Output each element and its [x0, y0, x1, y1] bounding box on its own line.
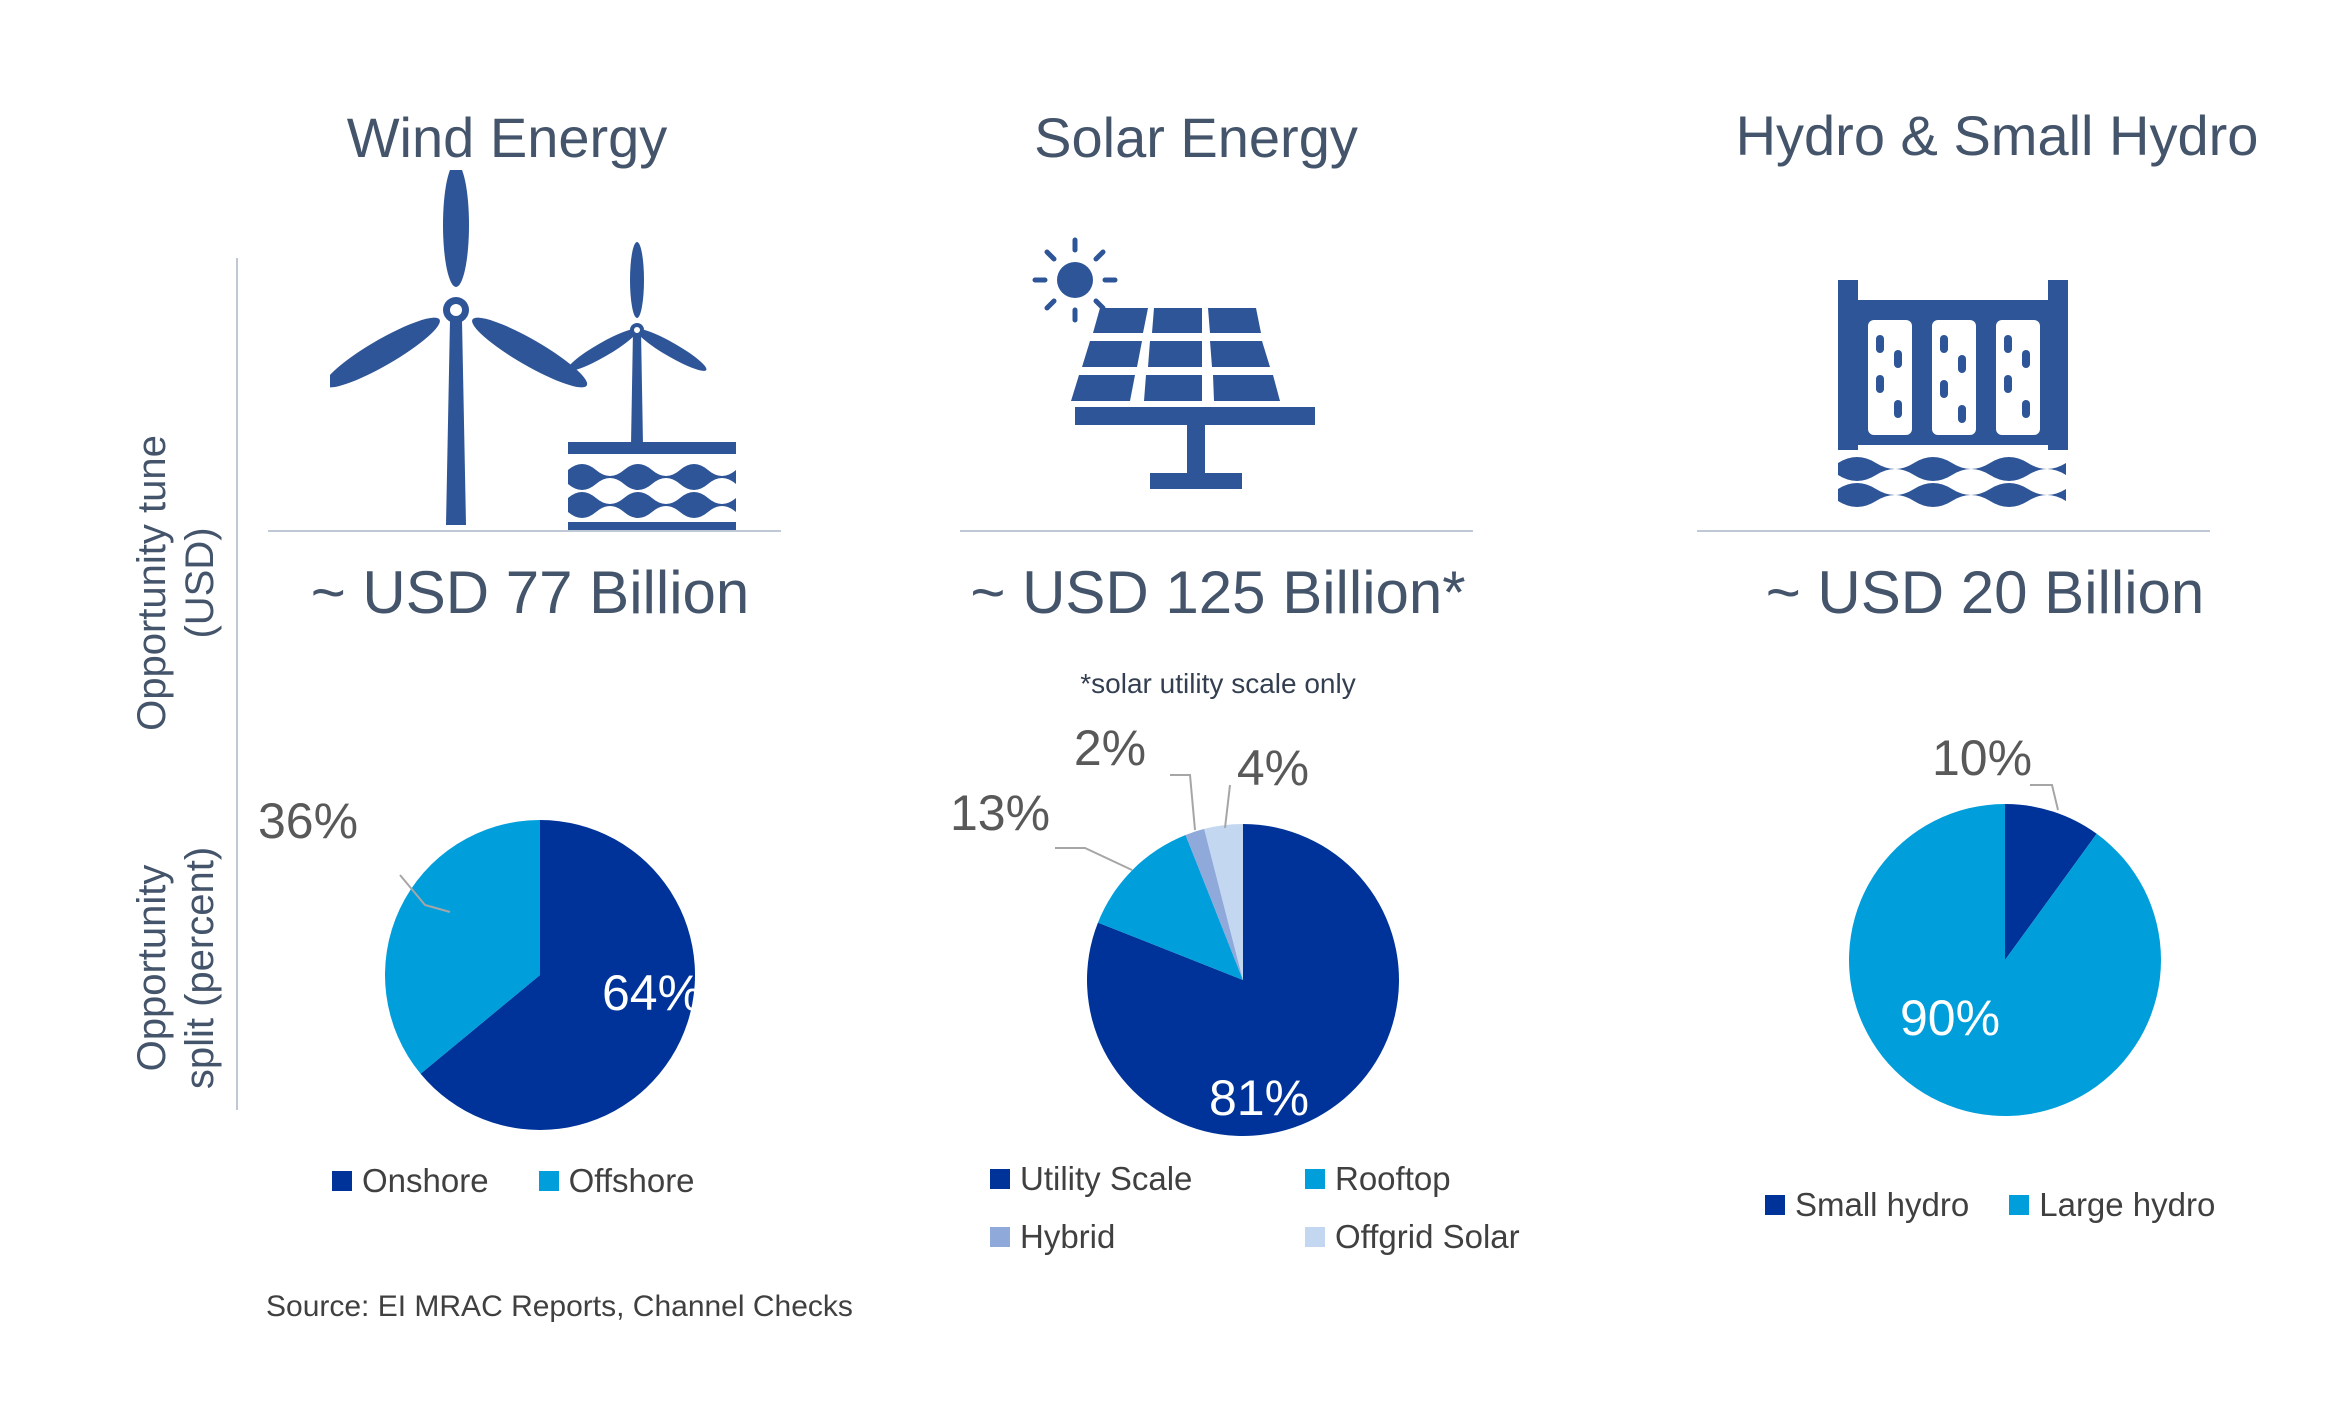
data-label-onshore: 64%	[602, 965, 702, 1021]
split-label-line1: Opportunity	[130, 864, 174, 1072]
legend-label-hybrid: Hybrid	[1020, 1218, 1116, 1255]
hydro-legend: Small hydro Large hydro	[1765, 1186, 2215, 1224]
legend-swatch-onshore	[332, 1171, 352, 1191]
leader-line-hybrid	[1170, 774, 1196, 831]
legend-swatch-small-hydro	[1765, 1195, 1785, 1215]
data-label-large-hydro: 90%	[1900, 990, 2000, 1046]
source-note: Source: EI MRAC Reports, Channel Checks	[266, 1290, 853, 1323]
pie-slice-hybrid	[1185, 828, 1243, 980]
data-label-small-hydro: 10%	[1932, 730, 2032, 786]
solar-legend: Utility Scale Rooftop Hybrid Offgrid Sol…	[990, 1160, 1565, 1256]
leader-line-rooftop	[1055, 847, 1133, 871]
leader-line-small-hydro	[2030, 784, 2059, 811]
left-divider-line	[236, 258, 238, 1110]
data-label-rooftop: 13%	[950, 785, 1050, 841]
legend-label-rooftop: Rooftop	[1335, 1160, 1451, 1197]
legend-label-large-hydro: Large hydro	[2039, 1186, 2216, 1223]
legend-swatch-offshore	[538, 1171, 559, 1191]
legend-item-hybrid: Hybrid	[990, 1218, 1305, 1256]
pie-slice-small-hydro	[2005, 804, 2097, 960]
legend-item-onshore: Onshore	[332, 1162, 489, 1200]
pie-slice-large-hydro	[1849, 804, 2161, 1116]
hydro-amount: ~ USD 20 Billion	[1765, 559, 2205, 626]
data-label-hybrid: 2%	[1074, 720, 1146, 776]
data-label-utility-scale: 81%	[1209, 1070, 1309, 1126]
wind-amount: ~ USD 77 Billion	[310, 559, 750, 626]
legend-item-utility-scale: Utility Scale	[990, 1160, 1305, 1198]
legend-label-small-hydro: Small hydro	[1795, 1186, 1970, 1223]
solar-pie-chart: 81% 13% 2% 4%	[950, 720, 1399, 1136]
legend-item-large-hydro: Large hydro	[2009, 1186, 2215, 1224]
wind-title: Wind Energy	[346, 106, 668, 169]
legend-label-utility-scale: Utility Scale	[1020, 1160, 1193, 1197]
leader-line-offgrid-solar	[1224, 784, 1231, 829]
pie-slice-rooftop	[1097, 834, 1243, 980]
legend-label-onshore: Onshore	[362, 1162, 489, 1199]
legend-label-offgrid-solar: Offgrid Solar	[1335, 1218, 1520, 1255]
solar-baseline	[960, 530, 1473, 532]
hydro-pie-chart: 10% 90%	[1849, 730, 2161, 1116]
legend-swatch-rooftop	[1305, 1169, 1325, 1189]
legend-swatch-large-hydro	[2009, 1195, 2030, 1215]
pie-slice-onshore	[420, 820, 695, 1130]
wind-pie-chart: 64% 36%	[258, 793, 702, 1130]
legend-item-offgrid-solar: Offgrid Solar	[1305, 1218, 1565, 1256]
legend-swatch-offgrid-solar	[1305, 1227, 1325, 1247]
pie-slice-offshore	[385, 820, 540, 1074]
leader-line-offshore	[399, 874, 451, 913]
solar-footnote: *solar utility scale only	[1080, 668, 1356, 699]
wind-turbine-icon	[330, 170, 736, 530]
pie-slice-offgrid-solar	[1204, 824, 1243, 980]
data-label-offshore: 36%	[258, 793, 358, 849]
legend-item-rooftop: Rooftop	[1305, 1160, 1565, 1198]
hydro-baseline	[1697, 530, 2210, 532]
data-label-offgrid-solar: 4%	[1237, 740, 1309, 796]
wind-legend: Onshore Offshore	[332, 1162, 695, 1200]
wind-baseline	[268, 530, 781, 532]
solar-title: Solar Energy	[1034, 106, 1358, 169]
legend-item-offshore: Offshore	[538, 1162, 695, 1200]
solar-amount: ~ USD 125 Billion*	[970, 559, 1466, 626]
legend-swatch-hybrid	[990, 1227, 1010, 1247]
legend-item-small-hydro: Small hydro	[1765, 1186, 1969, 1224]
solar-panel-icon	[1032, 237, 1315, 489]
hydro-dam-icon	[1838, 280, 2068, 507]
legend-label-offshore: Offshore	[568, 1162, 695, 1199]
legend-swatch-utility-scale	[990, 1169, 1010, 1189]
hydro-title: Hydro & Small Hydro	[1735, 104, 2259, 167]
